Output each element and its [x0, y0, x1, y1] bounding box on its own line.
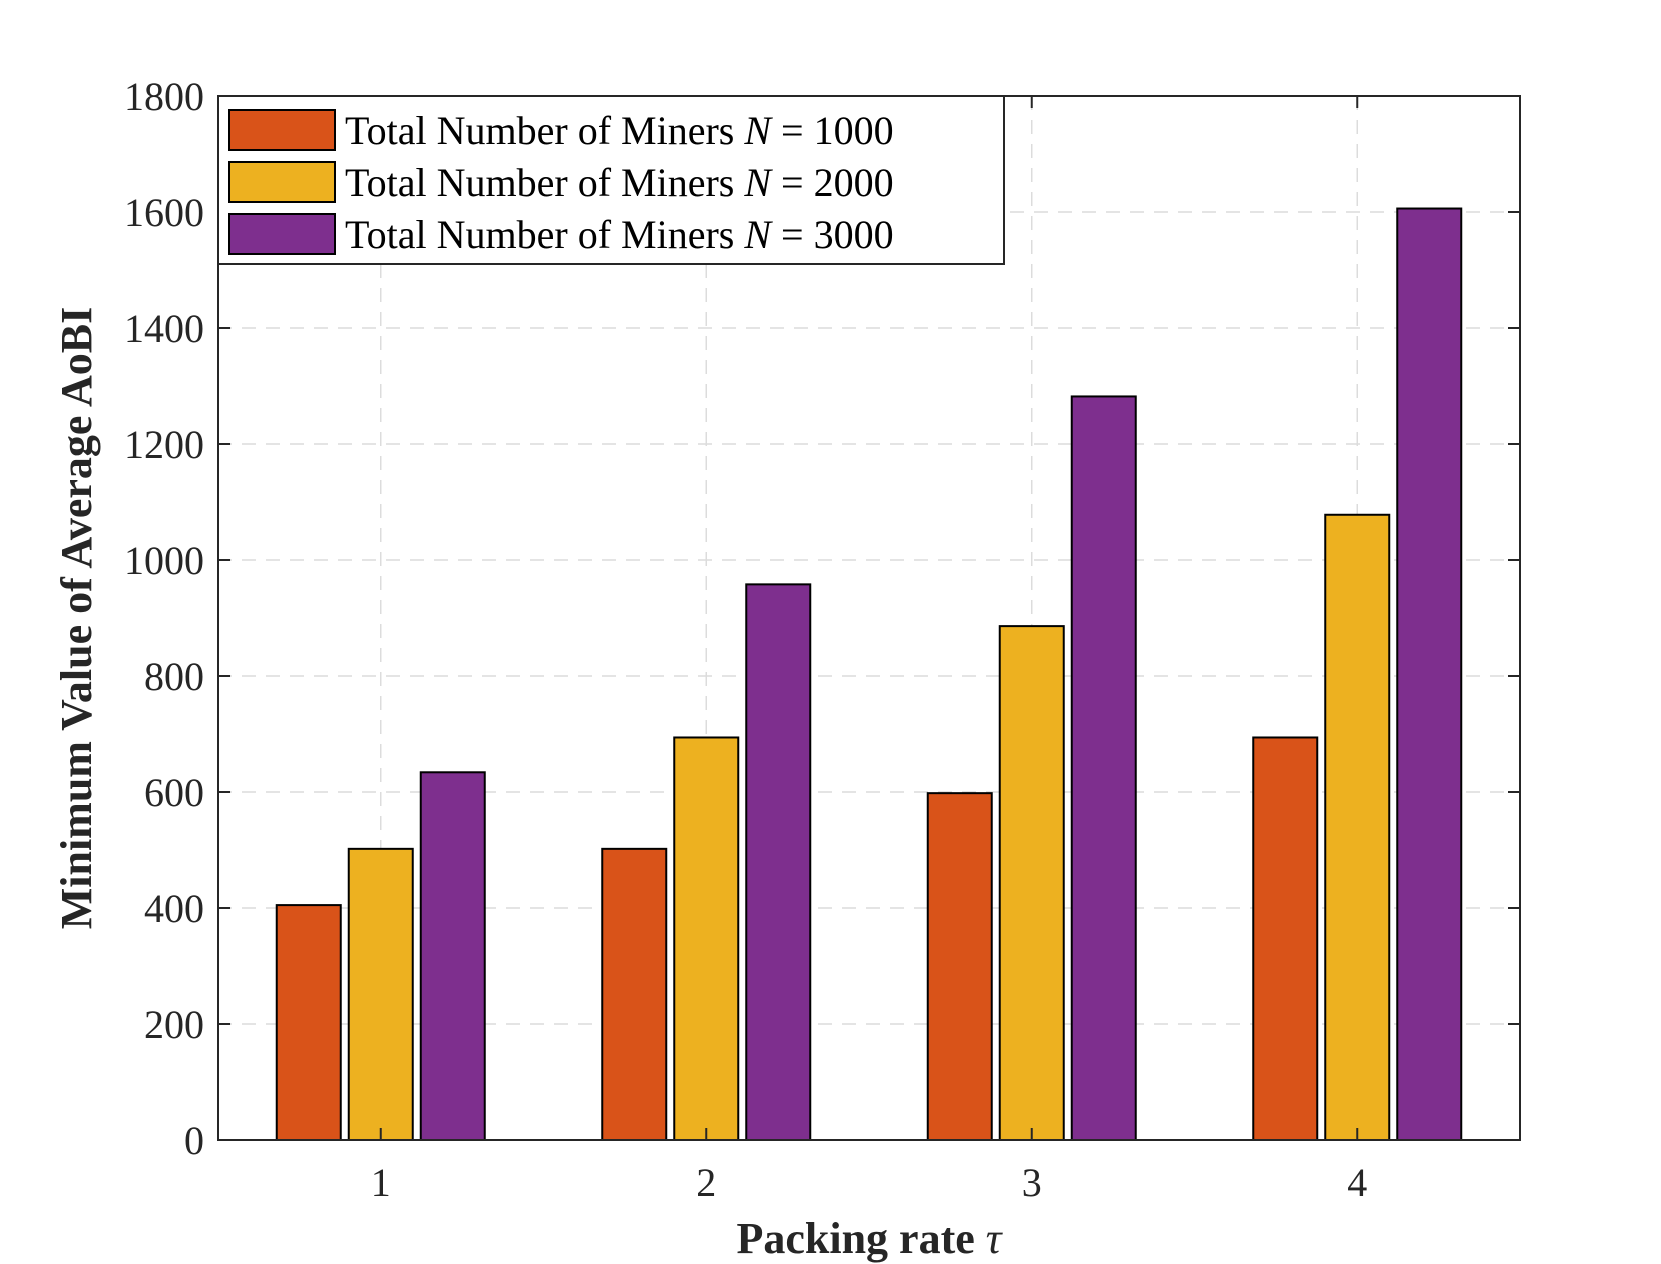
x-tick-label: 3 [1022, 1160, 1042, 1205]
y-tick-label: 600 [144, 770, 204, 815]
y-tick-label: 1200 [124, 422, 204, 467]
legend-entry-variable: N [743, 212, 773, 257]
y-axis-tick-labels: 0 200 400 600 800 1000 1200 1400 1600 1800 [124, 74, 204, 1163]
y-tick-label: 1400 [124, 306, 204, 351]
y-tick-label: 800 [144, 654, 204, 699]
bar [998, 625, 1065, 1141]
legend-entry-prefix: Total Number of Miners [345, 108, 744, 153]
legend-entry-prefix: Total Number of Miners [345, 212, 744, 257]
legend-swatch [228, 213, 336, 255]
legend-entry-value: = 1000 [771, 108, 894, 153]
x-tick-label: 1 [371, 1160, 391, 1205]
legend-entry-variable: N [743, 160, 773, 205]
bar [926, 792, 993, 1141]
y-tick-label: 1800 [124, 74, 204, 119]
bar [1396, 207, 1463, 1141]
y-axis-title: Minimum Value of Average AoBI [52, 307, 101, 930]
x-axis-title-text: Packing rate [736, 1214, 974, 1263]
bar [745, 583, 812, 1141]
legend-box [217, 95, 1005, 265]
x-axis-tick-labels: 1 2 3 4 [371, 1160, 1368, 1205]
bar [347, 847, 414, 1142]
y-tick-label: 200 [144, 1002, 204, 1047]
legend-entry-text: Total Number of Miners N = 2000 [345, 160, 894, 205]
x-axis-title: Packing rate τ [736, 1214, 1003, 1263]
legend-entry-value: = 3000 [771, 212, 894, 257]
legend-swatch [228, 161, 336, 203]
y-tick-label: 1600 [124, 190, 204, 235]
bar [673, 736, 740, 1141]
bar [1252, 736, 1319, 1141]
y-tick-label: 1000 [124, 538, 204, 583]
x-tick-label: 4 [1347, 1160, 1367, 1205]
bar [1070, 395, 1137, 1141]
legend-entry-text: Total Number of Miners N = 3000 [345, 212, 894, 257]
legend-entry-value: = 2000 [771, 160, 894, 205]
x-axis-title-symbol: τ [986, 1214, 1004, 1263]
x-tick-label: 2 [696, 1160, 716, 1205]
legend-entry-text: Total Number of Miners N = 1000 [345, 108, 894, 153]
bar [419, 771, 486, 1142]
bar [1324, 513, 1391, 1141]
bar-series [275, 207, 1463, 1142]
bar [275, 904, 342, 1141]
legend-entry-prefix: Total Number of Miners [345, 160, 744, 205]
bar [601, 847, 668, 1142]
legend-swatch [228, 109, 336, 151]
y-tick-label: 400 [144, 886, 204, 931]
y-tick-label: 0 [184, 1118, 204, 1163]
legend-entry-variable: N [743, 108, 773, 153]
